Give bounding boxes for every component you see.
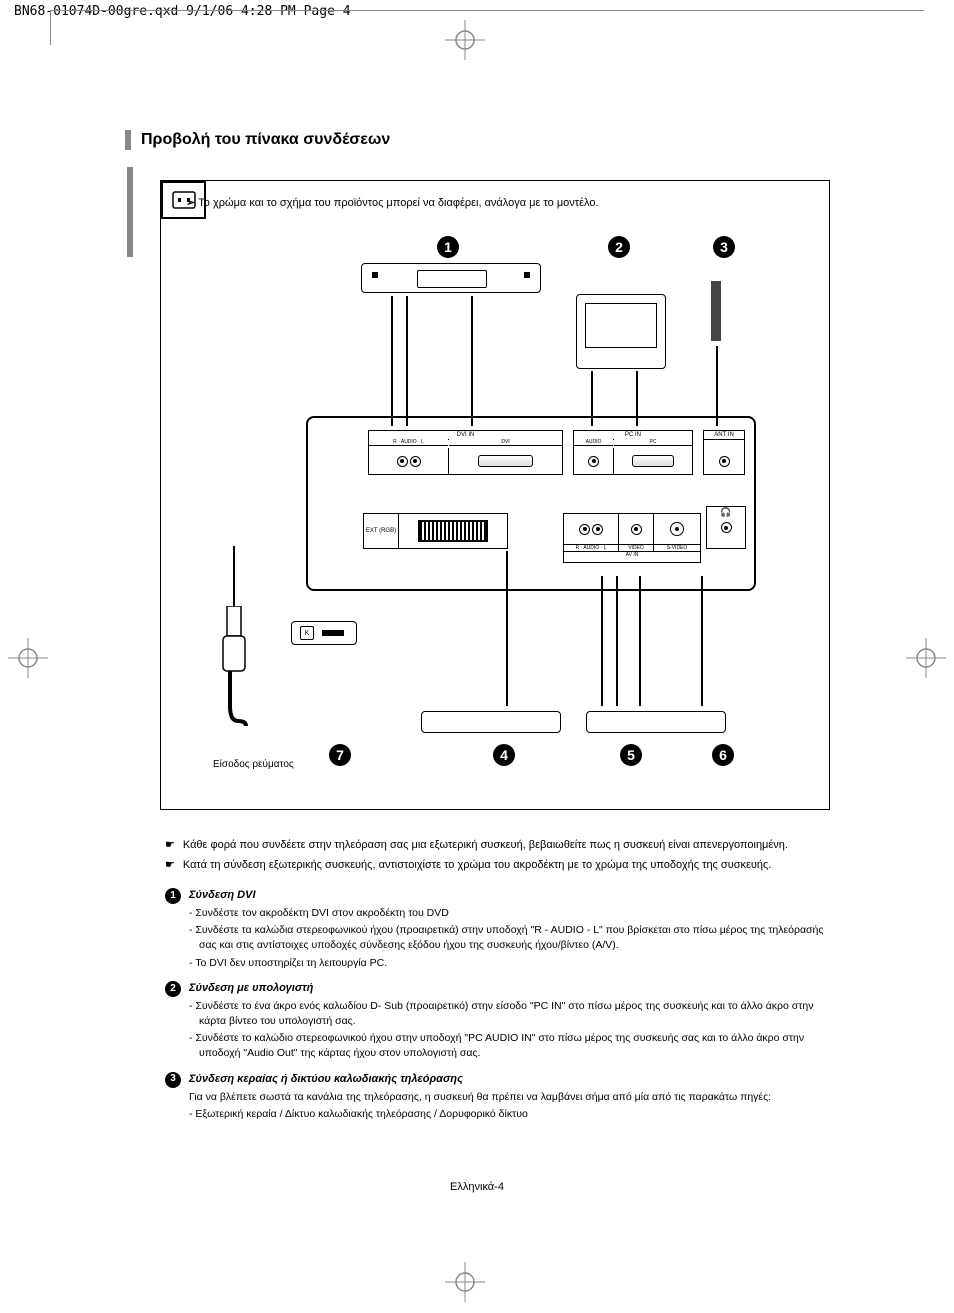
port-label: EXT (RGB) bbox=[364, 514, 399, 548]
note-item: ☛ Κατά τη σύνδεση εξωτερικής συσκευής, α… bbox=[165, 858, 830, 874]
note-text: Κατά τη σύνδεση εξωτερικής συσκευής, αντ… bbox=[183, 858, 772, 874]
dvi-in-group: DVI IN R · AUDIO · L DVI bbox=[368, 430, 563, 475]
note-item: ☛ Κάθε φορά που συνδέετε στην τηλεόραση … bbox=[165, 838, 830, 854]
cable-line bbox=[506, 551, 508, 706]
callout-6: 6 bbox=[712, 744, 734, 766]
av-in-group: R · AUDIO · L VIDEO S-VIDEO AV IN bbox=[563, 513, 701, 563]
section-dvi: 1 Σύνδεση DVI - Συνδέστε τον ακροδέκτη D… bbox=[165, 888, 830, 971]
crop-mark bbox=[50, 10, 51, 45]
callout-4: 4 bbox=[493, 744, 515, 766]
cable-line bbox=[601, 576, 603, 706]
registration-mark-icon bbox=[445, 1262, 485, 1302]
note-text: Κάθε φορά που συνδέετε στην τηλεόραση σα… bbox=[183, 838, 788, 854]
power-input-label: Είσοδος ρεύματος bbox=[213, 759, 294, 770]
intro-text: Για να βλέπετε σωστά τα κανάλια της τηλε… bbox=[189, 1090, 830, 1105]
callout-5: 5 bbox=[620, 744, 642, 766]
cable-line bbox=[639, 576, 641, 706]
accent-bar bbox=[125, 130, 131, 150]
port-label: AV IN bbox=[564, 551, 700, 558]
registration-mark-icon bbox=[445, 20, 485, 60]
port-sublabel: DVI bbox=[449, 439, 562, 446]
antenna-icon bbox=[701, 281, 731, 341]
section-title: Σύνδεση με υπολογιστή bbox=[189, 981, 313, 997]
bullet-text: - Συνδέστε το ένα άκρο ενός καλωδίου D- … bbox=[189, 999, 830, 1029]
cable-line bbox=[391, 296, 393, 426]
video-jack-icon bbox=[631, 524, 642, 535]
kensington-lock-icon: K bbox=[291, 621, 357, 645]
bullet-text: - Συνδέστε το καλώδιο στερεοφωνικού ήχου… bbox=[189, 1031, 830, 1061]
bullet-text: - Το DVI δεν υποστηρίζει τη λειτουργία P… bbox=[189, 956, 830, 971]
bullet-text: - Συνδέστε τον ακροδέκτη DVI στον ακροδέ… bbox=[189, 906, 830, 921]
coax-jack-icon bbox=[719, 456, 730, 467]
power-plug-icon bbox=[219, 606, 249, 731]
pc-in-group: PC IN AUDIO PC bbox=[573, 430, 693, 475]
vga-port-icon bbox=[632, 455, 674, 467]
port-sublabel: PC bbox=[614, 439, 692, 446]
callout-2: 2 bbox=[608, 236, 630, 258]
registration-mark-icon bbox=[8, 638, 48, 678]
port-sublabel: S-VIDEO bbox=[654, 545, 700, 551]
registration-mark-icon bbox=[906, 638, 946, 678]
cable-line bbox=[701, 576, 703, 706]
audio-jack-icon bbox=[410, 456, 421, 467]
section-pc: 2 Σύνδεση με υπολογιστή - Συνδέστε το έν… bbox=[165, 981, 830, 1062]
audio-jack-icon bbox=[579, 524, 590, 535]
pointer-icon: ☛ bbox=[165, 838, 175, 854]
callout-1: 1 bbox=[437, 236, 459, 258]
section-number: 3 bbox=[165, 1072, 181, 1088]
section-number: 2 bbox=[165, 981, 181, 997]
audio-jack-icon bbox=[397, 456, 408, 467]
dvi-port-icon bbox=[478, 455, 533, 467]
connection-diagram: Το χρώμα και το σχήμα του προϊόντος μπορ… bbox=[160, 180, 830, 810]
section-title: Σύνδεση κεραίας ή δικτύου καλωδιακής τηλ… bbox=[189, 1072, 463, 1088]
port-sublabel: R · AUDIO · L bbox=[564, 545, 619, 551]
cable-line bbox=[471, 296, 473, 426]
bullet-text: - Συνδέστε τα καλώδια στερεοφωνικού ήχου… bbox=[189, 923, 830, 953]
audio-jack-icon bbox=[588, 456, 599, 467]
crop-mark bbox=[50, 10, 924, 11]
ext-rgb-group: EXT (RGB) bbox=[363, 513, 508, 549]
section-antenna: 3 Σύνδεση κεραίας ή δικτύου καλωδιακής τ… bbox=[165, 1072, 830, 1122]
tv-back-panel: DVI IN R · AUDIO · L DVI PC IN bbox=[306, 416, 756, 591]
headphone-jack-icon bbox=[721, 522, 732, 533]
audio-jack-icon bbox=[592, 524, 603, 535]
section-number: 1 bbox=[165, 888, 181, 904]
cable-line bbox=[716, 346, 718, 426]
cable-line bbox=[233, 546, 235, 606]
cable-line bbox=[616, 576, 618, 706]
pc-device-icon bbox=[576, 294, 666, 369]
callout-7: 7 bbox=[329, 744, 351, 766]
callout-3: 3 bbox=[713, 236, 735, 258]
av-device-icon bbox=[421, 711, 561, 733]
pointer-icon: ☛ bbox=[165, 858, 175, 874]
page-footer: Ελληνικά-4 bbox=[0, 1181, 954, 1193]
page-title: Προβολή του πίνακα συνδέσεων bbox=[141, 131, 390, 149]
headphone-group: 🎧 bbox=[706, 506, 746, 549]
port-sublabel: AUDIO bbox=[574, 439, 613, 446]
diagram-note: Το χρώμα και το σχήμα του προϊόντος μπορ… bbox=[186, 196, 599, 209]
port-sublabel: VIDEO bbox=[619, 545, 654, 551]
svideo-jack-icon bbox=[670, 522, 684, 536]
port-sublabel: R · AUDIO · L bbox=[369, 439, 448, 446]
cable-line bbox=[406, 296, 408, 426]
bullet-text: - Εξωτερική κεραία / Δίκτυο καλωδιακής τ… bbox=[189, 1107, 830, 1122]
dvd-device-icon bbox=[361, 263, 541, 293]
port-label: ANT IN bbox=[704, 431, 744, 440]
section-title: Σύνδεση DVI bbox=[189, 888, 256, 904]
ant-in-group: ANT IN bbox=[703, 430, 745, 475]
scart-port-icon bbox=[418, 520, 488, 542]
av-device-icon bbox=[586, 711, 726, 733]
